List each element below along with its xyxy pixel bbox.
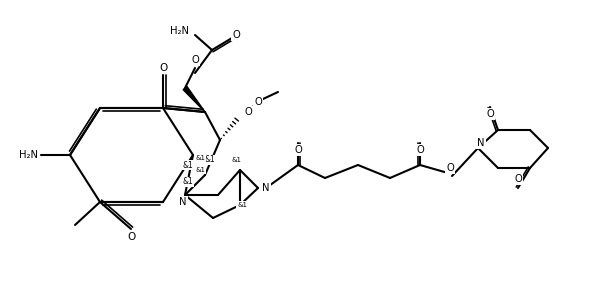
- Text: &1: &1: [237, 202, 247, 208]
- Text: H₂N: H₂N: [19, 150, 38, 160]
- Text: O: O: [232, 30, 240, 40]
- Text: N: N: [179, 197, 187, 207]
- Text: &1: &1: [205, 155, 216, 164]
- Text: &1: &1: [195, 167, 205, 173]
- Text: O: O: [416, 145, 424, 155]
- Text: O: O: [514, 174, 522, 184]
- Text: &1: &1: [183, 161, 194, 169]
- Text: O: O: [244, 107, 252, 117]
- Text: H₂N: H₂N: [170, 26, 189, 36]
- Text: &1: &1: [183, 178, 194, 187]
- Text: O: O: [486, 109, 494, 119]
- Text: N: N: [477, 138, 485, 148]
- Text: O: O: [446, 163, 454, 173]
- Text: O: O: [294, 145, 302, 155]
- Text: O: O: [191, 55, 199, 65]
- Text: O: O: [254, 97, 262, 107]
- Text: O: O: [127, 232, 135, 242]
- Polygon shape: [183, 86, 205, 112]
- Text: O: O: [159, 63, 167, 73]
- Text: N: N: [262, 183, 270, 193]
- Text: &1: &1: [232, 157, 242, 163]
- Text: &1: &1: [195, 155, 205, 161]
